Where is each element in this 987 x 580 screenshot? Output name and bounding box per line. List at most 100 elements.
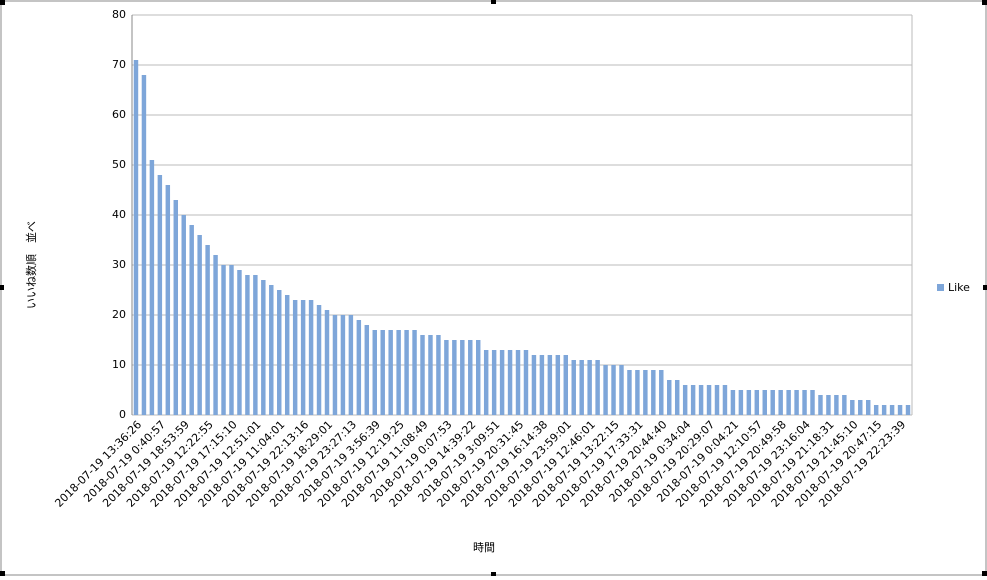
bar (221, 265, 226, 415)
bar (770, 390, 775, 415)
bar (475, 340, 481, 415)
bar (587, 360, 592, 415)
bar (547, 355, 553, 415)
bar (778, 390, 783, 415)
bar (746, 390, 752, 415)
bar (850, 400, 855, 415)
bar (348, 315, 354, 415)
bar (253, 275, 258, 415)
y-tick-label: 60 (112, 108, 126, 121)
bar (165, 185, 171, 415)
bar (786, 390, 791, 415)
bar (332, 315, 338, 415)
bar (444, 340, 449, 415)
bar (396, 330, 401, 415)
bar (690, 385, 696, 415)
bar (245, 275, 250, 415)
bar (141, 75, 147, 415)
bar (682, 385, 688, 415)
bar (316, 305, 322, 415)
bar (499, 350, 505, 415)
bar (802, 390, 807, 415)
legend-swatch (937, 284, 944, 291)
bar (284, 295, 290, 415)
bar (698, 385, 704, 415)
bar (635, 370, 640, 415)
bar (627, 370, 632, 415)
bar (133, 60, 139, 415)
bar (563, 355, 569, 415)
bar (340, 315, 346, 415)
bar (412, 330, 417, 415)
bar (555, 355, 561, 415)
bar (834, 395, 839, 415)
y-tick-label: 80 (112, 8, 126, 21)
bar (858, 400, 863, 415)
bar (826, 395, 831, 415)
bar (674, 380, 680, 415)
bar (237, 270, 242, 415)
bar (515, 350, 521, 415)
bar (261, 280, 266, 415)
bar (436, 335, 441, 415)
bar (643, 370, 648, 415)
y-tick-label: 70 (112, 58, 126, 71)
bar (468, 340, 473, 415)
bar (428, 335, 433, 415)
bar (889, 405, 895, 415)
bar (173, 200, 179, 415)
bar (388, 330, 393, 415)
bar (356, 320, 362, 415)
y-tick-label: 40 (112, 208, 126, 221)
bar (308, 300, 314, 415)
bar (420, 335, 425, 415)
bar (842, 395, 847, 415)
y-tick-label: 0 (119, 408, 126, 421)
bar (483, 350, 489, 415)
bar (714, 385, 720, 415)
bar (149, 160, 155, 415)
bar (810, 390, 815, 415)
bar (197, 235, 202, 415)
bar (269, 285, 274, 415)
bar (595, 360, 600, 415)
bar (292, 300, 298, 415)
y-tick-label: 50 (112, 158, 126, 171)
bar (300, 300, 306, 415)
bar (523, 350, 529, 415)
bar (229, 265, 234, 415)
bar (730, 390, 736, 415)
bar (619, 365, 624, 415)
bar (189, 225, 194, 415)
x-axis-label: 時間 (473, 541, 495, 554)
bar (722, 385, 728, 415)
bar (579, 360, 584, 415)
bar (881, 405, 887, 415)
bar (452, 340, 457, 415)
bar (897, 405, 903, 415)
bar (667, 380, 672, 415)
bar (372, 330, 377, 415)
bar (213, 255, 218, 415)
bar (571, 360, 576, 415)
y-tick-label: 30 (112, 258, 126, 271)
bar (762, 390, 767, 415)
bar (181, 215, 186, 415)
bar (818, 395, 823, 415)
y-tick-label: 10 (112, 358, 126, 371)
y-tick-label: 20 (112, 308, 126, 321)
y-axis-label: いいね数順 並べ (24, 221, 38, 309)
bar (611, 365, 616, 415)
bar (460, 340, 465, 415)
bar (364, 325, 370, 415)
bar (873, 405, 879, 415)
bar (738, 390, 744, 415)
bar (324, 310, 330, 415)
bar (603, 365, 608, 415)
bar (706, 385, 712, 415)
bar (157, 175, 163, 415)
bar (507, 350, 513, 415)
